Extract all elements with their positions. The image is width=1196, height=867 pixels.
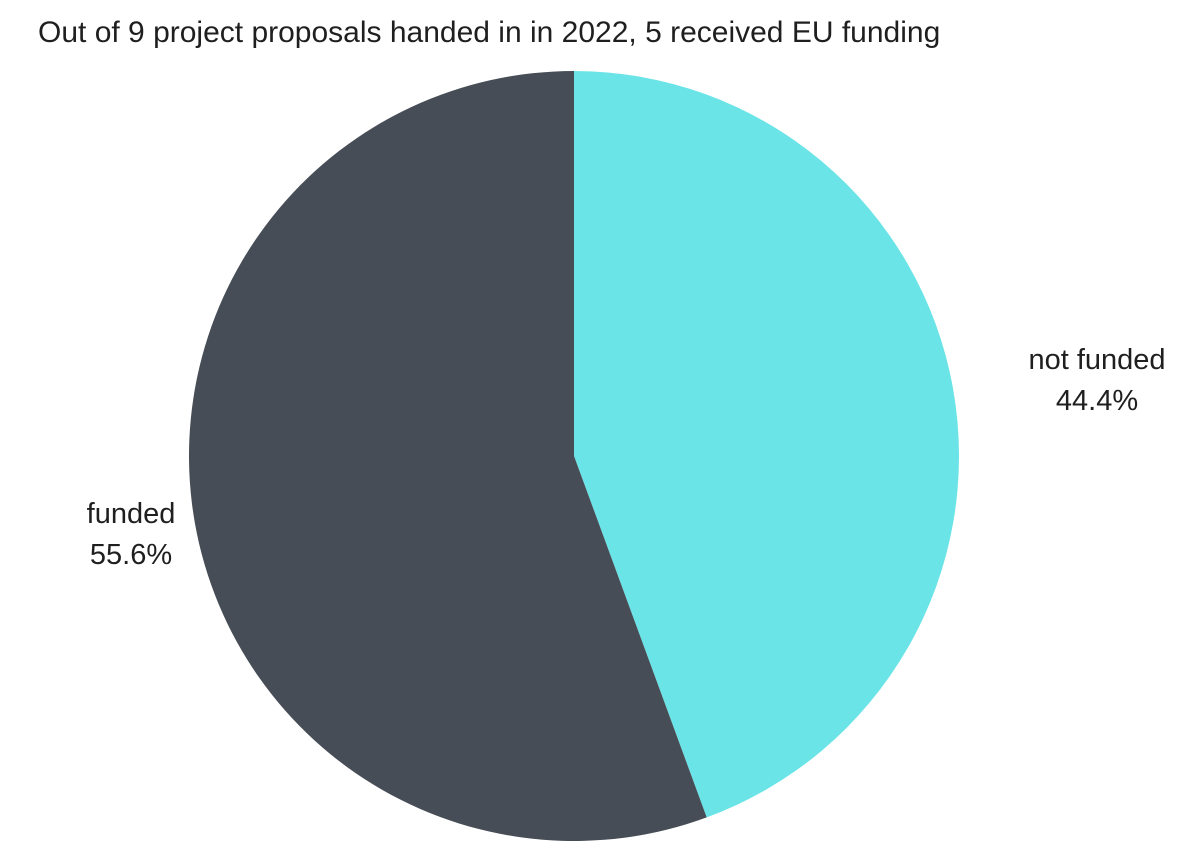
slice-label-funded-value: 55.6%: [89, 539, 173, 571]
slice-label-not-funded: not funded 44.4%: [1008, 340, 1186, 422]
slice-label-funded: funded 55.6%: [68, 494, 194, 576]
chart-title: Out of 9 project proposals handed in in …: [38, 16, 941, 49]
pie-slice-funded: [188, 71, 707, 842]
slice-label-funded-name: funded: [86, 498, 176, 530]
slice-label-not-funded-value: 44.4%: [1055, 385, 1139, 417]
pie-slice-not-funded: [574, 71, 959, 818]
slice-label-not-funded-name: not funded: [1028, 344, 1166, 376]
